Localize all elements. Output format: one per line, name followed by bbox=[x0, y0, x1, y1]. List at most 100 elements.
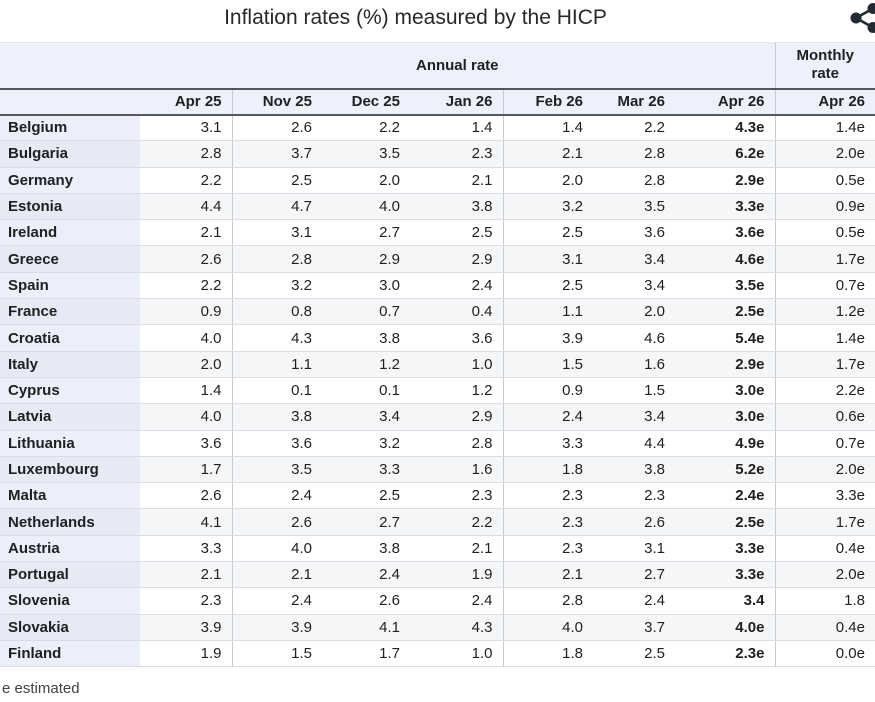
value-cell: 4.3e bbox=[675, 114, 776, 142]
value-cell: 1.4e bbox=[775, 324, 875, 352]
value-cell: 2.0e bbox=[775, 561, 875, 589]
table-row: Cyprus 1.4 0.1 0.1 1.2 0.9 1.5 3.0e 2.2e bbox=[0, 377, 875, 405]
country-cell: Netherlands bbox=[0, 508, 140, 536]
value-cell: 3.3e bbox=[675, 193, 776, 221]
value-cell: 3.1 bbox=[593, 535, 675, 563]
value-cell: 0.9 bbox=[140, 298, 233, 326]
value-cell: 2.6 bbox=[140, 245, 233, 273]
country-cell: Luxembourg bbox=[0, 456, 140, 484]
country-cell: Finland bbox=[0, 640, 140, 668]
table-row: Croatia 4.0 4.3 3.8 3.6 3.9 4.6 5.4e 1.4e bbox=[0, 324, 875, 352]
value-cell: 2.6 bbox=[593, 508, 675, 536]
column-header: Feb 26 bbox=[503, 88, 593, 116]
rate-group-header-row: Annual rate Monthly rate bbox=[0, 42, 875, 90]
value-cell: 0.5e bbox=[775, 219, 875, 247]
country-cell: Italy bbox=[0, 351, 140, 378]
value-cell: 4.0 bbox=[322, 193, 410, 221]
country-cell: Malta bbox=[0, 482, 140, 510]
value-cell: 2.1 bbox=[232, 561, 322, 589]
country-cell: France bbox=[0, 298, 140, 326]
value-cell: 2.2 bbox=[593, 114, 675, 142]
value-cell: 1.4 bbox=[410, 114, 504, 142]
table-row: Luxembourg 1.7 3.5 3.3 1.6 1.8 3.8 5.2e 2.0e bbox=[0, 456, 875, 484]
value-cell: 4.0 bbox=[140, 324, 233, 352]
country-cell: Slovakia bbox=[0, 614, 140, 641]
value-cell: 0.7 bbox=[322, 298, 410, 326]
value-cell: 2.7 bbox=[593, 561, 675, 589]
value-cell: 2.0 bbox=[593, 298, 675, 326]
value-cell: 2.9e bbox=[675, 351, 776, 378]
value-cell: 0.4e bbox=[775, 614, 875, 641]
value-cell: 2.0 bbox=[140, 351, 233, 378]
country-cell: Estonia bbox=[0, 193, 140, 221]
table-row: Germany 2.2 2.5 2.0 2.1 2.0 2.8 2.9e 0.5e bbox=[0, 167, 875, 194]
country-cell: Belgium bbox=[0, 114, 140, 142]
value-cell: 1.2e bbox=[775, 298, 875, 326]
value-cell: 4.3 bbox=[232, 324, 322, 352]
value-cell: 0.0e bbox=[775, 640, 875, 668]
table-row: Greece 2.6 2.8 2.9 2.9 3.1 3.4 4.6e 1.7e bbox=[0, 245, 875, 273]
value-cell: 1.7e bbox=[775, 508, 875, 536]
value-cell: 2.6 bbox=[140, 482, 233, 510]
value-cell: 2.4 bbox=[410, 272, 504, 300]
value-cell: 3.8 bbox=[322, 535, 410, 563]
value-cell: 1.7e bbox=[775, 245, 875, 273]
value-cell: 2.0e bbox=[775, 456, 875, 484]
share-button[interactable] bbox=[848, 3, 875, 35]
value-cell: 1.2 bbox=[410, 377, 504, 405]
corner-cell bbox=[0, 42, 140, 90]
value-cell: 2.6 bbox=[322, 587, 410, 615]
country-cell: Cyprus bbox=[0, 377, 140, 405]
monthly-rate-header: Monthly rate bbox=[774, 42, 875, 90]
value-cell: 5.2e bbox=[675, 456, 776, 484]
value-cell: 3.4 bbox=[322, 403, 410, 431]
value-cell: 4.0 bbox=[232, 535, 322, 563]
value-cell: 1.8 bbox=[775, 587, 875, 615]
value-cell: 2.9 bbox=[322, 245, 410, 273]
value-cell: 2.8 bbox=[593, 167, 675, 194]
country-cell: Germany bbox=[0, 167, 140, 194]
value-cell: 2.4 bbox=[593, 587, 675, 615]
table-row: Ireland 2.1 3.1 2.7 2.5 2.5 3.6 3.6e 0.5e bbox=[0, 219, 875, 247]
country-cell: Bulgaria bbox=[0, 140, 140, 168]
value-cell: 1.1 bbox=[503, 298, 593, 326]
value-cell: 3.0e bbox=[675, 403, 776, 431]
value-cell: 2.8 bbox=[503, 587, 593, 615]
value-cell: 1.5 bbox=[232, 640, 322, 668]
value-cell: 2.5 bbox=[322, 482, 410, 510]
value-cell: 2.5 bbox=[410, 219, 504, 247]
value-cell: 3.8 bbox=[322, 324, 410, 352]
table-row: Bulgaria 2.8 3.7 3.5 2.3 2.1 2.8 6.2e 2.0e bbox=[0, 140, 875, 168]
value-cell: 3.1 bbox=[232, 219, 322, 247]
value-cell: 2.4 bbox=[503, 403, 593, 431]
value-cell: 4.0e bbox=[675, 614, 776, 641]
column-header: Apr 26 bbox=[774, 88, 875, 116]
country-cell: Portugal bbox=[0, 561, 140, 589]
corner-cell bbox=[0, 88, 140, 116]
value-cell: 2.6 bbox=[232, 508, 322, 536]
value-cell: 1.4e bbox=[775, 114, 875, 142]
table-row: Netherlands 4.1 2.6 2.7 2.2 2.3 2.6 2.5e 1.7e bbox=[0, 508, 875, 536]
value-cell: 2.9 bbox=[410, 245, 504, 273]
value-cell: 2.2e bbox=[775, 377, 875, 405]
value-cell: 2.4e bbox=[675, 482, 776, 510]
value-cell: 1.7 bbox=[322, 640, 410, 668]
value-cell: 2.4 bbox=[232, 482, 322, 510]
value-cell: 2.0 bbox=[322, 167, 410, 194]
value-cell: 3.6e bbox=[675, 219, 776, 247]
value-cell: 2.3 bbox=[503, 482, 593, 510]
value-cell: 3.7 bbox=[232, 140, 322, 168]
value-cell: 3.3 bbox=[322, 456, 410, 484]
country-cell: Austria bbox=[0, 535, 140, 563]
column-header: Apr 26 bbox=[675, 88, 776, 116]
table-row: Belgium 3.1 2.6 2.2 1.4 1.4 2.2 4.3e 1.4e bbox=[0, 114, 875, 142]
value-cell: 4.1 bbox=[322, 614, 410, 641]
value-cell: 2.1 bbox=[503, 140, 593, 168]
value-cell: 0.9 bbox=[503, 377, 593, 405]
value-cell: 2.3e bbox=[675, 640, 776, 668]
value-cell: 2.4 bbox=[232, 587, 322, 615]
value-cell: 2.5e bbox=[675, 508, 776, 536]
value-cell: 3.6 bbox=[140, 430, 233, 457]
value-cell: 3.4 bbox=[593, 272, 675, 300]
value-cell: 4.6e bbox=[675, 245, 776, 273]
